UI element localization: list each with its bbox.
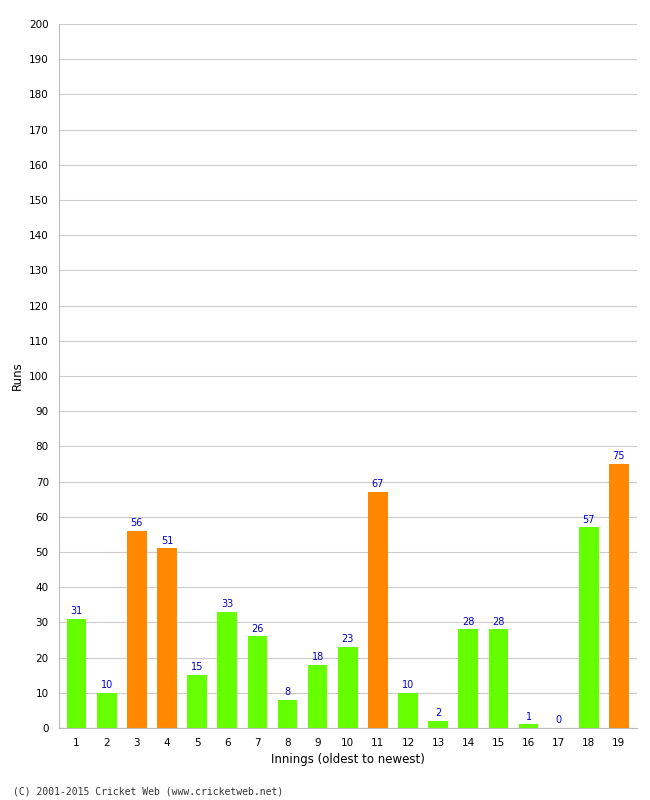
Text: 33: 33 — [221, 599, 233, 609]
Text: 0: 0 — [556, 715, 562, 725]
Bar — [489, 630, 508, 728]
Text: 23: 23 — [341, 634, 354, 644]
Text: 8: 8 — [285, 687, 291, 697]
Bar — [458, 630, 478, 728]
Bar — [187, 675, 207, 728]
Text: 31: 31 — [70, 606, 83, 616]
Bar — [278, 700, 297, 728]
Bar — [248, 637, 267, 728]
Text: 67: 67 — [372, 479, 384, 490]
Text: 10: 10 — [101, 680, 113, 690]
Bar — [398, 693, 418, 728]
X-axis label: Innings (oldest to newest): Innings (oldest to newest) — [271, 754, 424, 766]
Bar — [157, 549, 177, 728]
Text: 26: 26 — [251, 624, 263, 634]
Text: 18: 18 — [311, 652, 324, 662]
Bar — [97, 693, 116, 728]
Bar — [579, 527, 599, 728]
Text: 28: 28 — [462, 617, 474, 626]
Bar — [428, 721, 448, 728]
Text: 51: 51 — [161, 536, 173, 546]
Bar — [609, 464, 629, 728]
Text: 15: 15 — [191, 662, 203, 672]
Text: 75: 75 — [613, 451, 625, 461]
Bar — [218, 612, 237, 728]
Text: 28: 28 — [492, 617, 504, 626]
Text: 2: 2 — [435, 708, 441, 718]
Bar — [127, 531, 147, 728]
Text: 56: 56 — [131, 518, 143, 528]
Bar — [368, 492, 387, 728]
Text: 57: 57 — [582, 514, 595, 525]
Text: 10: 10 — [402, 680, 414, 690]
Bar — [308, 665, 328, 728]
Y-axis label: Runs: Runs — [10, 362, 23, 390]
Text: (C) 2001-2015 Cricket Web (www.cricketweb.net): (C) 2001-2015 Cricket Web (www.cricketwe… — [13, 786, 283, 796]
Bar — [67, 619, 86, 728]
Bar — [338, 647, 358, 728]
Text: 1: 1 — [525, 712, 532, 722]
Bar — [519, 725, 538, 728]
